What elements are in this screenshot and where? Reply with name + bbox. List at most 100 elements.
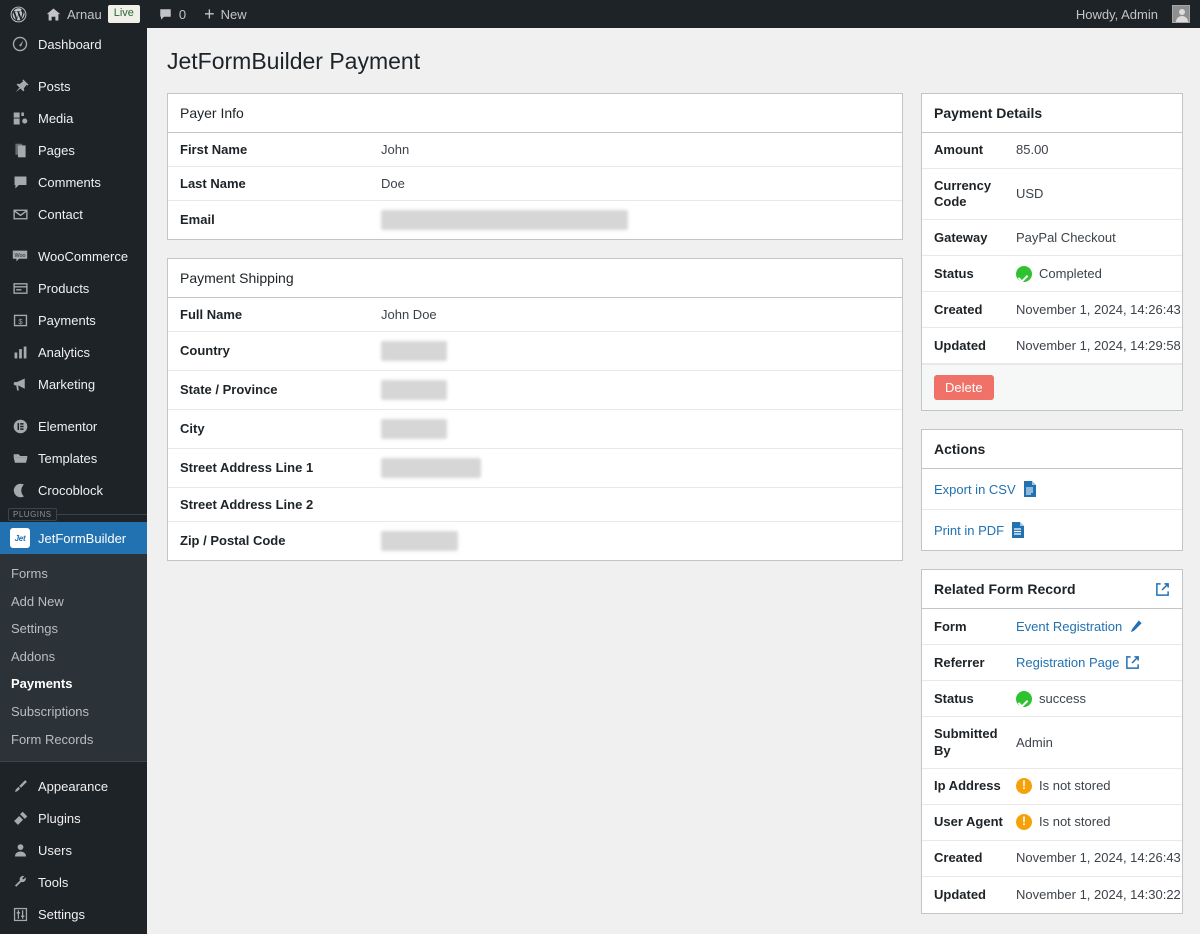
woocommerce-icon: Woo (9, 246, 31, 266)
sidebar-item-payments[interactable]: $ Payments (0, 304, 147, 336)
row-value (381, 371, 447, 409)
table-row: Status success (922, 681, 1182, 718)
comment-bubble-icon (158, 7, 173, 22)
payment-details-header: Payment Details (922, 94, 1182, 133)
submenu-item-payments[interactable]: Payments (11, 676, 73, 692)
sidebar-item-analytics[interactable]: Analytics (0, 336, 147, 368)
wordpress-logo-icon[interactable] (0, 0, 37, 28)
form-link[interactable]: Event Registration (1016, 618, 1123, 634)
plus-icon: + (204, 4, 215, 24)
comments-menu[interactable]: 0 (149, 0, 195, 28)
redacted-value (381, 340, 447, 361)
menu-separator (0, 400, 147, 410)
sidebar-item-plugins[interactable]: Plugins (0, 802, 147, 834)
site-name-menu[interactable]: Arnau Live (37, 0, 149, 28)
plugins-separator-label: PLUGINS (8, 507, 57, 521)
sidebar-item-pages[interactable]: Pages (0, 134, 147, 166)
submenu-item-add-new[interactable]: Add New (11, 593, 64, 609)
pencil-edit-icon[interactable] (1128, 619, 1143, 634)
sidebar-item-elementor[interactable]: Elementor (0, 410, 147, 442)
sidebar-item-templates[interactable]: Templates (0, 442, 147, 474)
row-label: Submitted By (934, 726, 998, 758)
sidebar-item-tools[interactable]: Tools (0, 866, 147, 898)
export-csv-row[interactable]: Export in CSV (922, 469, 1182, 511)
new-label: New (220, 6, 247, 22)
sidebar-item-posts[interactable]: Posts (0, 70, 147, 102)
site-name-label: Arnau (67, 6, 102, 22)
table-row: Amount 85.00 (922, 133, 1182, 169)
wrench-icon (9, 872, 31, 892)
submenu-item-forms[interactable]: Forms (11, 566, 48, 581)
pdf-document-icon (1011, 522, 1025, 539)
sidebar-label: Payments (38, 312, 96, 328)
table-row: State / Province (168, 371, 902, 410)
sidebar-item-media[interactable]: Media (0, 102, 147, 134)
related-form-record-header: Related Form Record (922, 570, 1182, 610)
print-pdf-row[interactable]: Print in PDF (922, 510, 1182, 550)
row-value-warning: Is not stored (1016, 805, 1182, 840)
howdy-menu[interactable]: Howdy, Admin (1067, 0, 1190, 28)
referrer-link[interactable]: Registration Page (1016, 654, 1120, 670)
external-link-icon[interactable] (1125, 655, 1140, 670)
sidebar-item-settings[interactable]: Settings (0, 898, 147, 930)
external-link-icon[interactable] (1155, 582, 1170, 597)
sidebar-label: Plugins (38, 810, 81, 826)
payment-shipping-panel: Payment Shipping Full Name John Doe Coun… (167, 257, 903, 561)
elementor-icon (9, 416, 31, 436)
table-row: Form Event Registration (922, 609, 1182, 646)
sidebar-label: Comments (38, 174, 101, 190)
row-label: Zip / Postal Code (180, 533, 286, 549)
actions-header: Actions (922, 430, 1182, 470)
table-row: Street Address Line 2 (168, 488, 902, 522)
main-content: JetFormBuilder Payment Payer Info First … (147, 28, 1200, 934)
export-csv-link[interactable]: Export in CSV (934, 481, 1016, 497)
table-row: Full Name John Doe (168, 298, 902, 332)
sidebar-label: Analytics (38, 344, 91, 360)
sidebar-item-dashboard[interactable]: Dashboard (0, 28, 147, 60)
menu-separator (0, 761, 147, 770)
submenu-item-subscriptions[interactable]: Subscriptions (11, 703, 90, 719)
row-label: Street Address Line 2 (180, 496, 314, 512)
new-content-menu[interactable]: + New (195, 0, 256, 28)
row-label: Created (934, 850, 983, 866)
table-row: Last Name Doe (168, 167, 902, 201)
row-value (381, 332, 447, 370)
sidebar-item-jetformbuilder[interactable]: Jet JetFormBuilder (0, 522, 147, 554)
redacted-value (381, 209, 628, 230)
submenu-item-addons[interactable]: Addons (11, 648, 56, 664)
dollar-icon: $ (9, 310, 31, 330)
sidebar-item-appearance[interactable]: Appearance (0, 770, 147, 802)
delete-button[interactable]: Delete (934, 375, 994, 401)
row-value: November 1, 2024, 14:26:43 (1016, 850, 1181, 866)
row-label: Last Name (180, 175, 246, 191)
sidebar-item-marketing[interactable]: Marketing (0, 368, 147, 400)
payment-shipping-header: Payment Shipping (168, 259, 902, 298)
submenu-item-settings[interactable]: Settings (11, 621, 58, 637)
table-row: Gateway PayPal Checkout (922, 220, 1182, 257)
sidebar-item-woocommerce[interactable]: Woo WooCommerce (0, 240, 147, 272)
print-pdf-link[interactable]: Print in PDF (934, 522, 1005, 538)
jetformbuilder-icon: Jet (9, 528, 31, 548)
row-value-warning: Is not stored (1016, 769, 1182, 804)
submenu-item-form-records[interactable]: Form Records (11, 731, 94, 747)
sidebar-item-crocoblock[interactable]: Crocoblock (0, 474, 147, 506)
comments-count: 0 (178, 6, 187, 22)
sidebar-item-users[interactable]: Users (0, 834, 147, 866)
table-row: Currency Code USD (922, 169, 1182, 221)
table-row: Ip Address Is not stored (922, 769, 1182, 805)
row-value: John (381, 141, 410, 157)
admin-sidebar-menu: Dashboard Posts Media Pages Comments Con… (0, 28, 147, 934)
row-label: Updated (934, 337, 986, 353)
row-label: Currency Code (934, 177, 992, 210)
sidebar-label: Users (38, 842, 72, 858)
sidebar-item-comments[interactable]: Comments (0, 166, 147, 198)
actions-panel: Actions Export in CSV Print in PDF (921, 429, 1183, 552)
bar-chart-icon (9, 342, 31, 362)
row-value: John Doe (381, 306, 437, 322)
row-value: USD (1016, 186, 1044, 202)
sidebar-item-contact[interactable]: Contact (0, 198, 147, 230)
row-label: Form (934, 618, 967, 634)
sidebar-label: Posts (38, 78, 71, 94)
sidebar-item-products[interactable]: Products (0, 272, 147, 304)
envelope-icon (9, 204, 31, 224)
